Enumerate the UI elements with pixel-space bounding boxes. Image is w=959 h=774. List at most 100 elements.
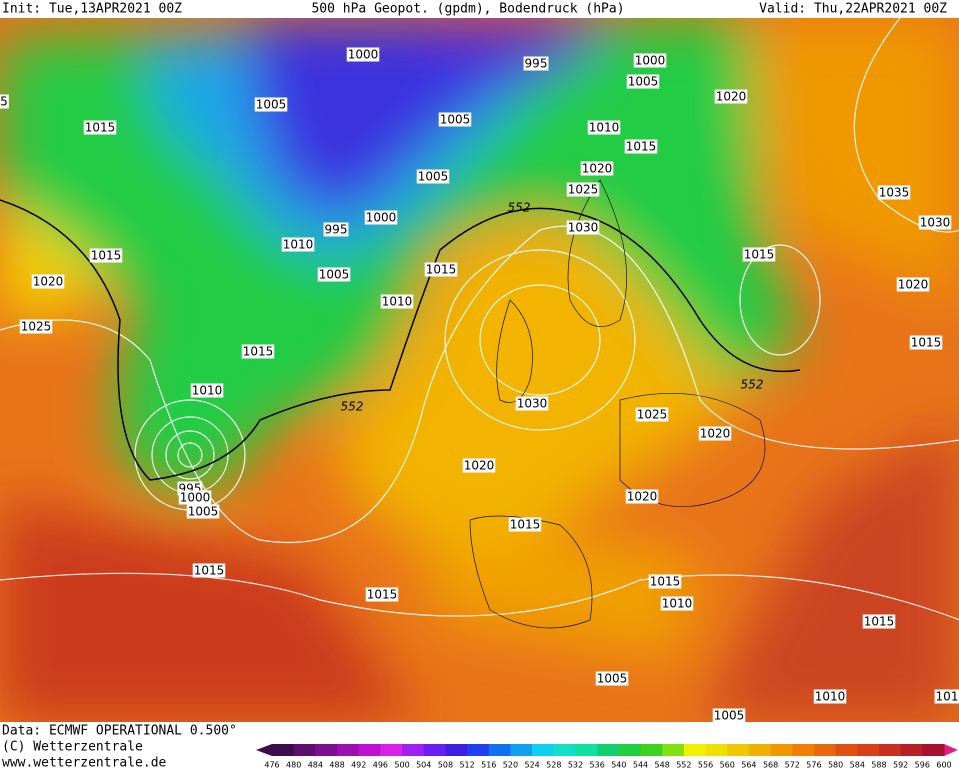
isobar-label: 1005	[418, 170, 449, 184]
colorbar-label: 528	[546, 761, 561, 770]
isobar-label: 1005	[256, 98, 287, 112]
isobar-label: 1020	[898, 278, 929, 292]
isobar-label-box	[698, 426, 732, 441]
isobar-label-box	[186, 504, 220, 519]
colorbar-swatch	[705, 744, 728, 756]
isobar-label-box	[566, 220, 600, 235]
colorbar-label: 520	[503, 761, 518, 770]
isobar-label-box	[281, 237, 315, 252]
isobar-label-box	[862, 614, 896, 629]
isobar-label-box	[83, 120, 117, 135]
isobar-label-box	[624, 139, 658, 154]
isobar-label-box	[323, 222, 349, 237]
isobar-label: 1025	[21, 320, 52, 334]
isobar-label: 1015	[367, 588, 398, 602]
map-field	[0, 18, 959, 722]
colorbar-label: 560	[720, 761, 735, 770]
isobar-label: 1020	[464, 459, 495, 473]
colorbar-label: 564	[741, 761, 756, 770]
colorbar-arrow-low	[256, 744, 272, 756]
colorbar-swatch	[597, 744, 620, 756]
isobar-label: 1000	[348, 48, 379, 62]
isobar-label: 1010	[192, 384, 223, 398]
colorbar-label: 588	[871, 761, 886, 770]
colorbar-swatch	[358, 744, 381, 756]
colorbar-swatch	[467, 744, 490, 756]
isobar-label-box	[515, 396, 549, 411]
colorbar-swatch	[423, 744, 446, 756]
isobar-label: 1015	[864, 615, 895, 629]
colorbar-label: 524	[524, 761, 539, 770]
colorbar-label: 580	[828, 761, 843, 770]
isobar-label: 1020	[627, 490, 658, 504]
isobar-label-box	[178, 490, 212, 505]
isobar-label: 1010	[815, 690, 846, 704]
isobar-label-box	[241, 344, 275, 359]
isobar-label-box	[595, 671, 629, 686]
isobar-label-box	[192, 563, 226, 578]
isobar-label: 1030	[920, 216, 951, 230]
isobar-label: 1035	[879, 186, 910, 200]
isobar-label-box	[462, 458, 496, 473]
isobar-lines	[0, 18, 959, 621]
isobar-label-box	[317, 267, 351, 282]
colorbar-swatch	[770, 744, 793, 756]
colorbar-label: 536	[590, 761, 605, 770]
isobar-label-box	[566, 182, 600, 197]
isobar-label: 1015	[626, 140, 657, 154]
isobar-label-box	[742, 247, 776, 262]
isobar-label: 1025	[637, 408, 668, 422]
isobar-label: 1020	[33, 275, 64, 289]
geopotential-552-line	[0, 199, 801, 481]
colorbar-label: 568	[763, 761, 778, 770]
isobar-label-box	[877, 185, 911, 200]
isobar-label-box	[416, 169, 450, 184]
colorbar-swatch	[272, 744, 295, 756]
isobar-label-box	[31, 274, 65, 289]
colorbar-label: 516	[481, 761, 496, 770]
isobar-label: 1010	[662, 597, 693, 611]
isobar-label-box	[909, 335, 943, 350]
colorbar-swatch	[402, 744, 425, 756]
isobar-label-box	[523, 56, 549, 71]
isobar-label: 1015	[426, 263, 457, 277]
isobar-label-box	[190, 383, 224, 398]
isobar-label: 1005	[440, 113, 471, 127]
isobar-label: 1005	[319, 268, 350, 282]
isobar-label: 1000	[635, 54, 666, 68]
colorbar-label: 500	[394, 761, 409, 770]
colorbar-label: 596	[915, 761, 930, 770]
isobar-label-box	[934, 689, 959, 704]
isobar-label-box	[0, 94, 9, 109]
copyright: (C) Wetterzentrale	[2, 740, 143, 755]
colorbar-swatch	[337, 744, 360, 756]
isobar-label: 1000	[366, 211, 397, 225]
isobar-label-box	[89, 248, 123, 263]
colorbar-label: 476	[264, 761, 279, 770]
colorbar-label: 512	[459, 761, 474, 770]
isobar-label: 1005	[628, 75, 659, 89]
colorbar-swatch	[662, 744, 685, 756]
isobar-label-box	[633, 53, 667, 68]
isobar-label-box	[896, 277, 930, 292]
colorbar-label: 508	[438, 761, 453, 770]
colorbar-label: 488	[329, 761, 344, 770]
colorbar-label: 576	[806, 761, 821, 770]
isobar-label-box	[254, 97, 288, 112]
isobar-label-box	[346, 47, 380, 62]
colorbar-swatch	[315, 744, 338, 756]
isobar-label-box	[580, 161, 614, 176]
colorbar-arrow-high	[944, 744, 958, 756]
isobar-label-box	[714, 89, 748, 104]
colorbar-swatch	[727, 744, 750, 756]
colorbar-label: 544	[633, 761, 648, 770]
map-title: 500 hPa Geopot. (gpdm), Bodendruck (hPa)	[311, 2, 624, 17]
isobar-label: 1010	[382, 295, 413, 309]
isobar-label-box	[918, 215, 952, 230]
isobar-label-box	[813, 689, 847, 704]
colorbar-label: 492	[351, 761, 366, 770]
colorbar-label: 532	[568, 761, 583, 770]
isobar-label: 1010	[283, 238, 314, 252]
colorbar-label: 480	[286, 761, 301, 770]
